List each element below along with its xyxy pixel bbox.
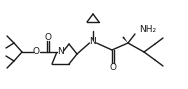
Text: N: N [57,48,63,57]
Text: O: O [44,32,51,41]
Polygon shape [122,36,128,43]
Text: NH₂: NH₂ [139,24,156,33]
Text: O: O [109,63,116,73]
Text: N: N [90,37,96,46]
Text: O: O [33,48,39,57]
